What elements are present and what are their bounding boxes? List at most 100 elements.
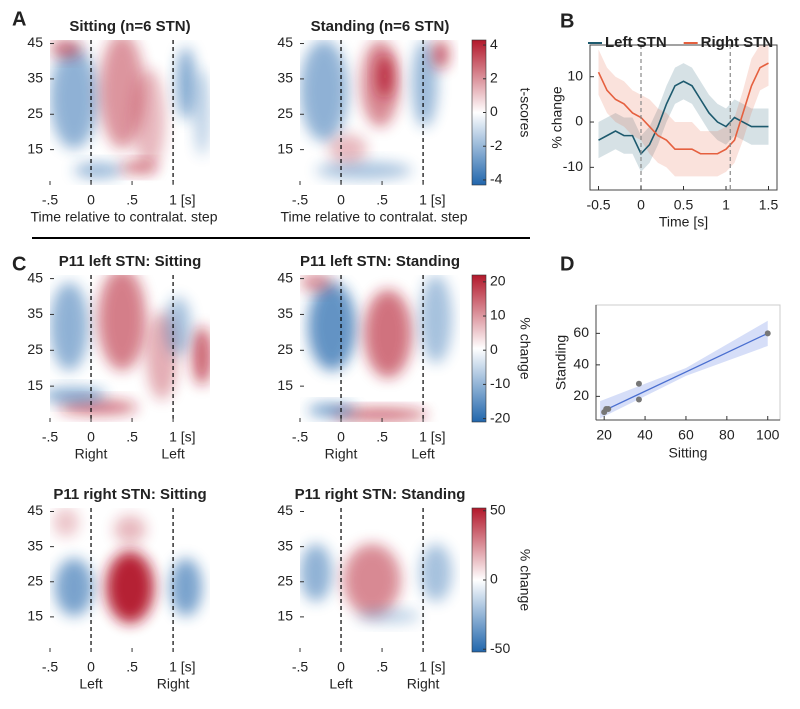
heatmap-blob [118,161,158,174]
heatmap-blob [420,544,452,602]
x-tick-label: .5 [126,659,138,675]
x-tick-label: 1 [s] [169,659,195,675]
legend-label: Right STN [701,34,774,51]
colorbar-tick-label: -20 [490,409,510,425]
colorbar-tick-label: 0 [490,341,498,357]
y-tick-label: 45 [27,34,43,50]
panel-title: P11 left STN: Standing [300,253,460,270]
x-axis-label: Time relative to contralat. step [280,209,467,225]
colorbar-tick-label: -10 [490,375,510,391]
x-axis-label: Time relative to contralat. step [30,209,217,225]
point [635,396,642,403]
fit-line [603,332,769,412]
x-tick-label: -.5 [292,659,309,675]
heatmap-blob [412,40,438,127]
y-tick-label: 25 [27,572,43,588]
panel-title: Sitting (n=6 STN) [69,18,190,35]
y-tick-label: 25 [27,341,43,357]
heatmap-blob [53,508,79,537]
y-tick-label: 25 [277,341,293,357]
event-label: Right [157,676,190,692]
error-band [598,45,769,177]
y-tick-label: 20 [573,387,589,403]
line [597,62,769,155]
heatmap-blob [50,40,82,58]
heatmap-blob [98,275,146,371]
colorbar-tick-label: 4 [490,36,498,52]
heatmap-blob [133,69,166,171]
panel-letter: B [560,10,574,32]
event-label: Left [79,676,102,692]
colorbar-label: % change [517,317,533,379]
heatmap-blob [364,289,412,378]
heatmap-blob [192,326,210,386]
y-tick-label: 35 [277,305,293,321]
y-tick-label: 15 [27,377,43,393]
event-label: Right [75,446,108,462]
point [764,330,771,337]
heatmap-blob [328,134,368,164]
x-tick-label: -.5 [42,429,59,445]
heatmap-blob [300,40,348,142]
y-tick-label: 35 [27,305,43,321]
y-tick-label: 35 [277,70,293,86]
heatmap-blob [356,608,420,624]
heatmap-blob [343,544,401,616]
x-tick-label: 1 [722,197,730,213]
y-tick-label: 45 [277,34,293,50]
y-tick-label: 60 [573,324,589,340]
panel-title: P11 right STN: Sitting [53,486,206,503]
heatmap [50,508,210,652]
panel-title: P11 right STN: Standing [295,486,466,503]
heatmap-blob [176,47,196,120]
heatmap-blob [74,163,122,178]
colorbar-tick-label: 10 [490,307,506,323]
x-tick-label: .5 [376,429,388,445]
y-axis-label: Standing [553,335,569,390]
heatmap-blob [420,275,452,364]
x-tick-label: 1 [s] [169,429,195,445]
y-tick-label: 15 [27,140,43,156]
heatmap-blob [308,404,356,417]
y-tick-label: 0 [575,113,583,129]
event-label: Left [161,446,184,462]
heatmap [300,275,460,422]
x-tick-label: .5 [376,659,388,675]
heatmap-blob [332,408,428,421]
y-tick-label: 45 [277,269,293,285]
x-tick-label: 0 [337,659,345,675]
y-tick-label: 15 [27,608,43,624]
y-tick-label: 35 [277,537,293,553]
x-axis-label: Sitting [669,445,708,461]
colorbar-tick-label: 0 [490,571,498,587]
heatmap-blob [50,282,89,371]
colorbar-tick-label: -4 [490,171,503,187]
heatmap-blob [170,558,202,616]
x-tick-label: -.5 [42,659,59,675]
event-label: Left [329,676,352,692]
heatmap-blob [194,69,210,156]
colorbar [471,274,487,423]
panel-title: P11 left STN: Sitting [59,253,202,270]
heatmap-blob [54,558,94,616]
y-tick-label: 25 [27,105,43,121]
x-tick-label: -.5 [292,192,309,208]
y-tick-label: -10 [563,158,583,174]
x-tick-label: -.5 [292,429,309,445]
y-tick-label: 25 [277,572,293,588]
colorbar-tick-label: 2 [490,69,498,85]
colorbar-tick-label: 50 [490,501,506,517]
y-tick-label: 15 [277,140,293,156]
heatmap-blob [114,515,146,544]
panel-title: Standing (n=6 STN) [311,18,450,35]
x-tick-label: -.5 [42,192,59,208]
colorbar-label: t-scores [517,88,533,138]
x-tick-label: -0.5 [586,197,610,213]
colorbar-label: % change [517,549,533,611]
x-tick-label: 0 [637,197,645,213]
heatmap-blob [300,544,332,602]
panel-letter: A [12,8,26,30]
heatmap-blob [58,399,138,415]
